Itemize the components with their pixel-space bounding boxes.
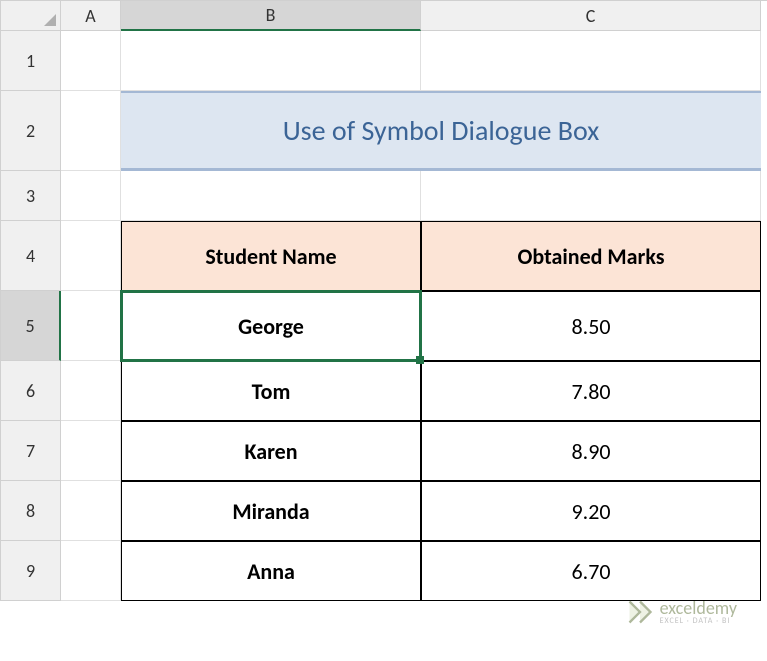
cell-a2[interactable] <box>61 91 121 171</box>
cell-b3[interactable] <box>121 171 421 221</box>
cell-c1[interactable] <box>421 31 761 91</box>
cell-a1[interactable] <box>61 31 121 91</box>
selection-outline <box>120 290 422 362</box>
col-header-b[interactable]: B <box>121 1 421 31</box>
cell-b6-name[interactable]: Tom <box>121 361 421 421</box>
cell-a7[interactable] <box>61 421 121 481</box>
row-header-9[interactable]: 9 <box>1 541 61 601</box>
fill-handle[interactable] <box>416 356 424 364</box>
cell-b8-name[interactable]: Miranda <box>121 481 421 541</box>
col-header-c[interactable]: C <box>421 1 761 31</box>
row-header-1[interactable]: 1 <box>1 31 61 91</box>
cell-a3[interactable] <box>61 171 121 221</box>
spreadsheet-grid: A B C 1 2 Use of Symbol Dialogue Box 3 4… <box>0 0 767 601</box>
row-header-7[interactable]: 7 <box>1 421 61 481</box>
cell-a6[interactable] <box>61 361 121 421</box>
cell-b9-name[interactable]: Anna <box>121 541 421 601</box>
watermark-icon <box>626 598 654 626</box>
row-header-6[interactable]: 6 <box>1 361 61 421</box>
cell-b5-name[interactable]: George <box>121 291 421 361</box>
select-all-corner[interactable] <box>1 1 61 31</box>
cell-c9-marks[interactable]: 6.70 <box>421 541 761 601</box>
cell-c8-marks[interactable]: 9.20 <box>421 481 761 541</box>
row-header-4[interactable]: 4 <box>1 221 61 291</box>
row-header-2[interactable]: 2 <box>1 91 61 171</box>
row-header-8[interactable]: 8 <box>1 481 61 541</box>
cell-c6-marks[interactable]: 7.80 <box>421 361 761 421</box>
watermark: exceldemy EXCEL · DATA · BI <box>626 598 737 626</box>
table-header-marks[interactable]: Obtained Marks <box>421 221 761 291</box>
watermark-sub: EXCEL · DATA · BI <box>660 617 737 625</box>
watermark-main: exceldemy <box>660 599 737 617</box>
watermark-text: exceldemy EXCEL · DATA · BI <box>660 599 737 625</box>
cell-a5[interactable] <box>61 291 121 361</box>
row-header-5[interactable]: 5 <box>1 291 61 361</box>
cell-c5-marks[interactable]: 8.50 <box>421 291 761 361</box>
row-header-3[interactable]: 3 <box>1 171 61 221</box>
col-header-a[interactable]: A <box>61 1 121 31</box>
cell-a9[interactable] <box>61 541 121 601</box>
cell-b7-name[interactable]: Karen <box>121 421 421 481</box>
cell-a8[interactable] <box>61 481 121 541</box>
cell-c3[interactable] <box>421 171 761 221</box>
cell-a4[interactable] <box>61 221 121 291</box>
table-header-name[interactable]: Student Name <box>121 221 421 291</box>
cell-c7-marks[interactable]: 8.90 <box>421 421 761 481</box>
cell-b1[interactable] <box>121 31 421 91</box>
title-cell[interactable]: Use of Symbol Dialogue Box <box>121 91 761 171</box>
